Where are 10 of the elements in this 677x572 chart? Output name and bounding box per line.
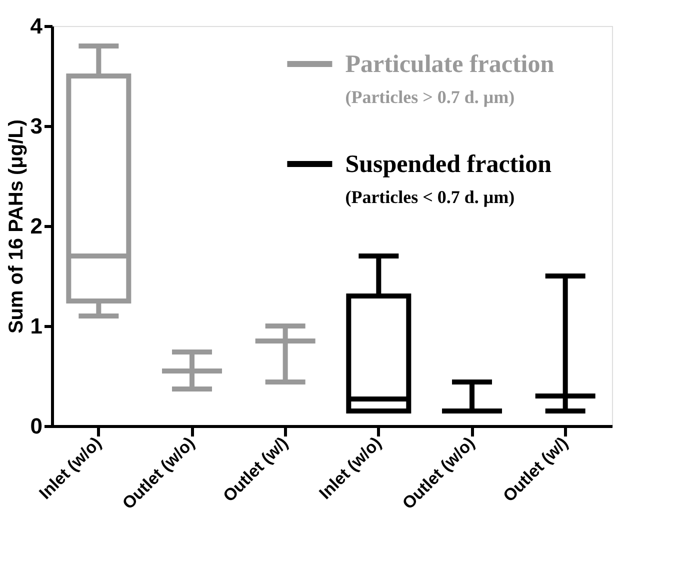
y-tick-label: 1 <box>30 314 42 338</box>
annotation: (Particles < 0.7 d. μm) <box>345 187 515 207</box>
y-tick-label: 3 <box>30 114 42 138</box>
y-tick-label: 0 <box>30 414 42 438</box>
y-tick-label: 2 <box>30 214 42 238</box>
y-axis-title: Sum of 16 PAHs (μg/L) <box>5 119 28 334</box>
legend-label: Particulate fraction <box>345 51 554 78</box>
annotation: (Particles > 0.7 d. μm) <box>345 87 515 107</box>
y-tick-label: 4 <box>30 14 44 38</box>
legend-label: Suspended fraction <box>345 151 552 178</box>
